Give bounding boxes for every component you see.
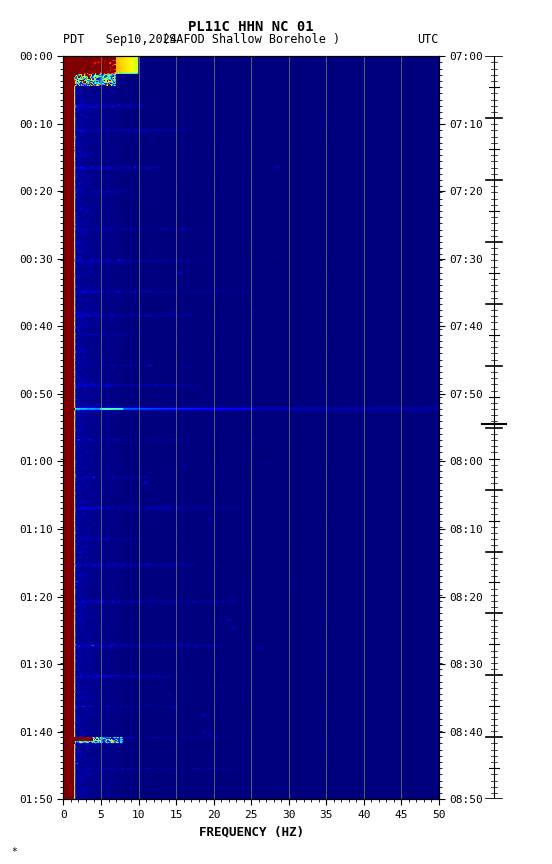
Text: PDT   Sep10,2024: PDT Sep10,2024: [63, 33, 178, 46]
Text: PL11C HHN NC 01: PL11C HHN NC 01: [188, 20, 314, 34]
Text: *: *: [11, 847, 17, 857]
X-axis label: FREQUENCY (HZ): FREQUENCY (HZ): [199, 825, 304, 838]
Text: (SAFOD Shallow Borehole ): (SAFOD Shallow Borehole ): [162, 33, 340, 46]
Text: UTC: UTC: [417, 33, 439, 46]
